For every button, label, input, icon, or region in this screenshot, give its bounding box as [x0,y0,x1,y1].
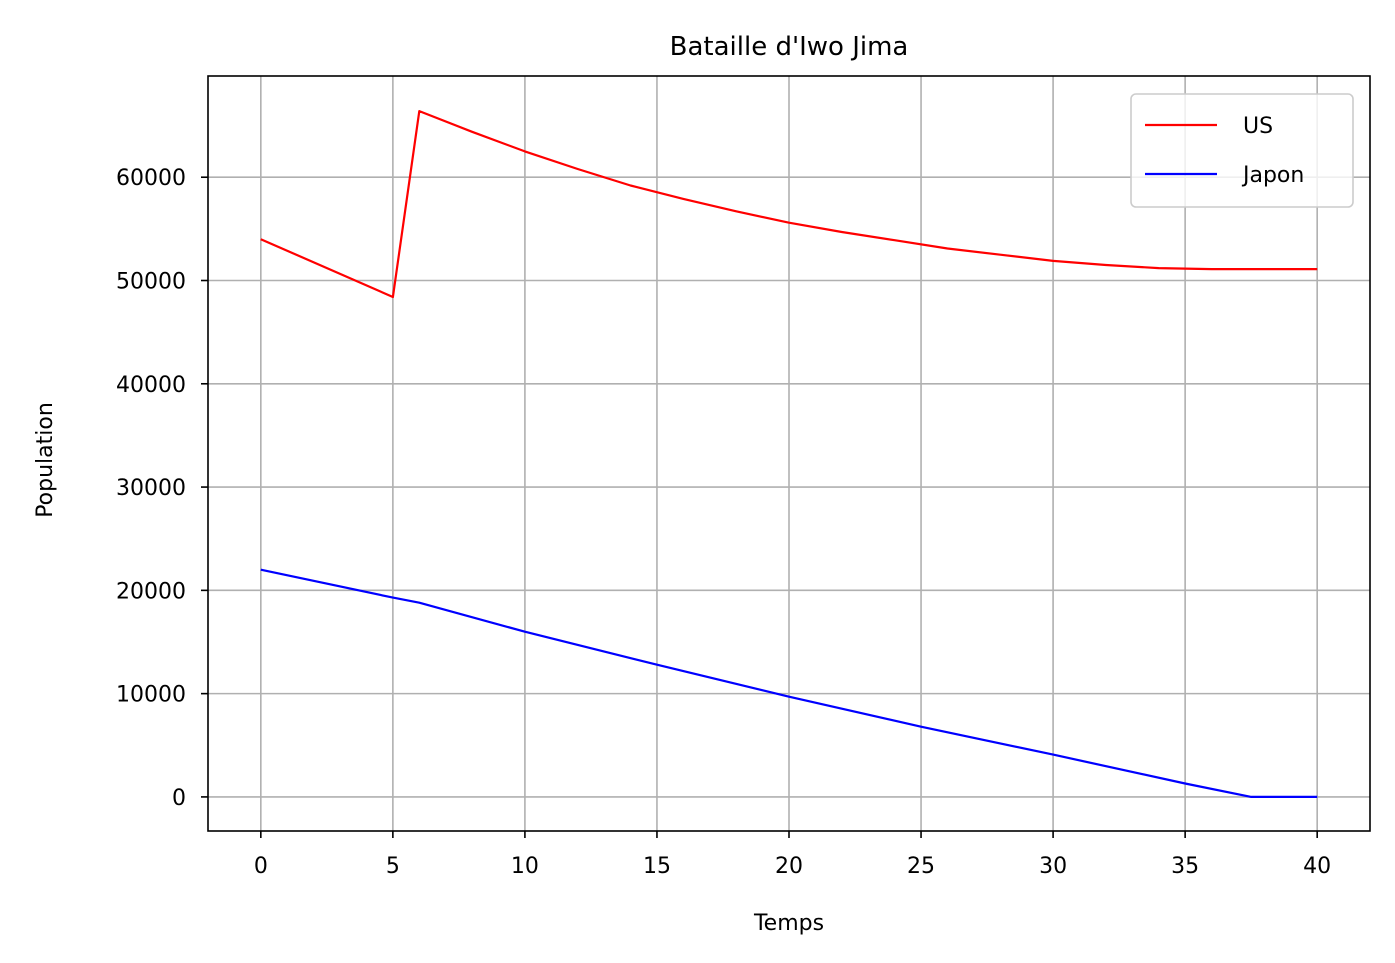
x-tick-label: 0 [254,854,268,879]
y-axis: 0 10000 20000 30000 40000 50000 60000 [116,166,208,811]
series-line-us [260,109,1318,299]
legend-label-us: US [1243,114,1273,139]
x-tick-label: 25 [907,854,935,879]
y-tick-label: 40000 [116,373,186,398]
y-tick-label: 20000 [116,579,186,604]
y-tick-label: 30000 [116,476,186,501]
series-layer [260,109,1318,799]
x-tick-label: 35 [1171,854,1199,879]
series-line-japon [260,568,1318,799]
legend: US Japon [1130,93,1354,208]
y-axis-label: Population [33,402,58,518]
x-tick-label: 40 [1303,854,1331,879]
legend-box [1130,93,1354,208]
x-axis-label: Temps [753,911,824,936]
y-tick-label: 0 [172,786,186,811]
x-tick-label: 30 [1039,854,1067,879]
y-tick-label: 10000 [116,683,186,708]
x-tick-label: 5 [386,854,400,879]
x-tick-label: 10 [511,854,539,879]
x-tick-label: 15 [643,854,671,879]
x-axis: 0 5 10 15 20 25 30 35 40 [254,831,1331,879]
legend-label-japon: Japon [1241,163,1304,188]
chart-title: Bataille d'Iwo Jima [670,32,909,62]
y-tick-label: 50000 [116,270,186,295]
x-tick-label: 20 [775,854,803,879]
y-tick-label: 60000 [116,166,186,191]
